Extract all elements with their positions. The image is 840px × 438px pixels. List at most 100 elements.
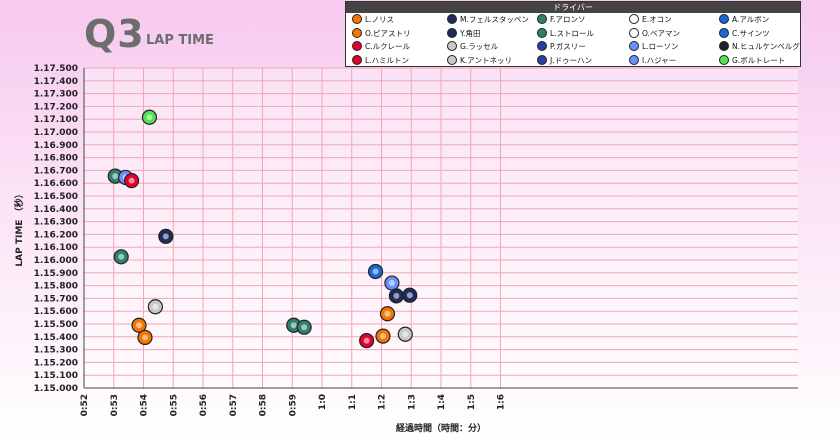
legend-item: I.ハジャー [629,54,676,67]
legend-item: M.フェルスタッペン [447,13,529,26]
point-highlight [128,177,135,184]
point-highlight [136,322,143,329]
data-point [379,306,396,322]
legend-label: Y.角田 [460,28,481,38]
data-point [388,288,404,304]
data-point [402,287,418,303]
data-point [107,168,123,184]
legend-label: J.ドゥーハン [550,55,592,65]
haas-icon [629,14,639,24]
y-tick-label: 1.17.100 [34,115,78,125]
point-highlight [146,114,153,121]
legend-item: C.サインツ [719,27,770,40]
legend-title: ドライバー [346,2,800,13]
y-tick-label: 1.15.000 [34,384,78,394]
x-tick-label: 0:57 [229,394,239,416]
data-point [384,275,400,291]
alpine-icon [537,41,547,51]
legend-item: C.ルクレール [352,40,410,53]
x-tick-label: 1:1 [348,394,358,410]
y-tick-label: 1.15.100 [34,371,78,381]
ferrari-icon [352,41,362,51]
y-tick-label: 1.15.700 [34,294,78,304]
point-highlight [406,292,413,299]
x-tick-label: 0:56 [199,394,209,416]
legend-item: L.ストロール [537,27,594,40]
y-tick-label: 1.15.900 [34,269,78,279]
legend-label: G.ラッセル [460,42,499,51]
data-point [296,319,312,335]
y-tick-label: 1.17.500 [34,64,78,74]
x-tick-label: 1:0 [318,394,328,410]
y-tick-label: 1.17.200 [34,102,78,112]
legend-item: K.アントネッリ [447,54,512,67]
y-tick-label: 1.16.300 [34,218,78,228]
data-point [397,326,413,342]
racingbulls-icon [629,41,639,51]
y-tick-label: 1.15.500 [34,320,78,330]
x-tick-label: 1:2 [378,394,388,410]
point-highlight [162,233,169,240]
data-point [113,249,129,265]
point-highlight [393,292,400,299]
data-point [137,329,153,346]
x-tick-label: 1:6 [497,394,507,410]
y-tick-label: 1.17.000 [34,128,78,138]
data-point [131,317,147,333]
legend-item: L.ローソン [629,40,679,53]
racingbulls-icon [629,54,639,65]
x-tick-label: 0:58 [259,394,269,416]
y-tick-label: 1.16.600 [34,179,78,189]
legend-label: E.オコン [642,15,672,24]
legend-label: L.ノリス [365,15,395,24]
legend-item: J.ドゥーハン [537,54,592,67]
data-point [359,333,375,349]
legend-label: A.アルボン [732,15,770,24]
y-tick-label: 1.16.700 [34,166,78,176]
legend-item: G.ボルトレート [719,54,785,67]
legend-label: O.ピアストリ [365,28,411,38]
legend-item: O.ベアマン [629,27,680,40]
y-tick-label: 1.17.400 [34,77,78,87]
y-tick-label: 1.16.800 [34,154,78,164]
y-tick-label: 1.15.600 [34,307,78,317]
sauber-icon [719,41,729,51]
legend-label: K.アントネッリ [460,55,513,65]
legend-label: N.ヒュルケンベルグ [732,42,800,51]
legend-label: C.サインツ [732,28,770,38]
data-point [141,109,158,125]
legend-label: L.ストロール [550,28,595,38]
mclaren-icon [352,27,362,38]
legend-label: M.フェルスタッペン [460,15,529,24]
y-tick-label: 1.16.500 [34,192,78,202]
x-axis-label: 経過時間（時間：分） [396,422,486,434]
point-highlight [372,268,379,275]
astonmartin-icon [537,14,547,24]
page-title: Q3 [84,12,145,56]
mercedes-icon [447,41,457,51]
data-point [124,173,140,189]
legend-item: F.アロンソ [537,13,586,26]
point-highlight [118,253,125,260]
data-point [375,328,391,344]
point-highlight [388,280,395,287]
legend-item: L.ハミルトン [352,54,409,67]
legend-label: C.ルクレール [365,42,411,51]
legend-label: L.ローソン [642,42,679,51]
x-tick-label: 1:5 [467,394,477,410]
data-point [147,299,163,315]
sauber-icon [719,54,729,65]
legend-label: F.アロンソ [550,15,586,24]
redbull-icon [447,27,457,38]
point-highlight [152,303,159,310]
alpine-icon [537,54,547,65]
legend-item: E.オコン [629,13,672,26]
legend-item: G.ラッセル [447,40,498,53]
y-tick-label: 1.16.100 [34,243,78,253]
y-tick-label: 1.15.800 [34,282,78,292]
mercedes-icon [447,54,457,65]
legend: ドライバー L.ノリス M.フェルスタッペン F.アロンソ E.オコン A.アルボン O.… [345,1,801,67]
legend-item: N.ヒュルケンベルグ [719,40,800,53]
page-subtitle: LAP TIME [146,33,214,48]
